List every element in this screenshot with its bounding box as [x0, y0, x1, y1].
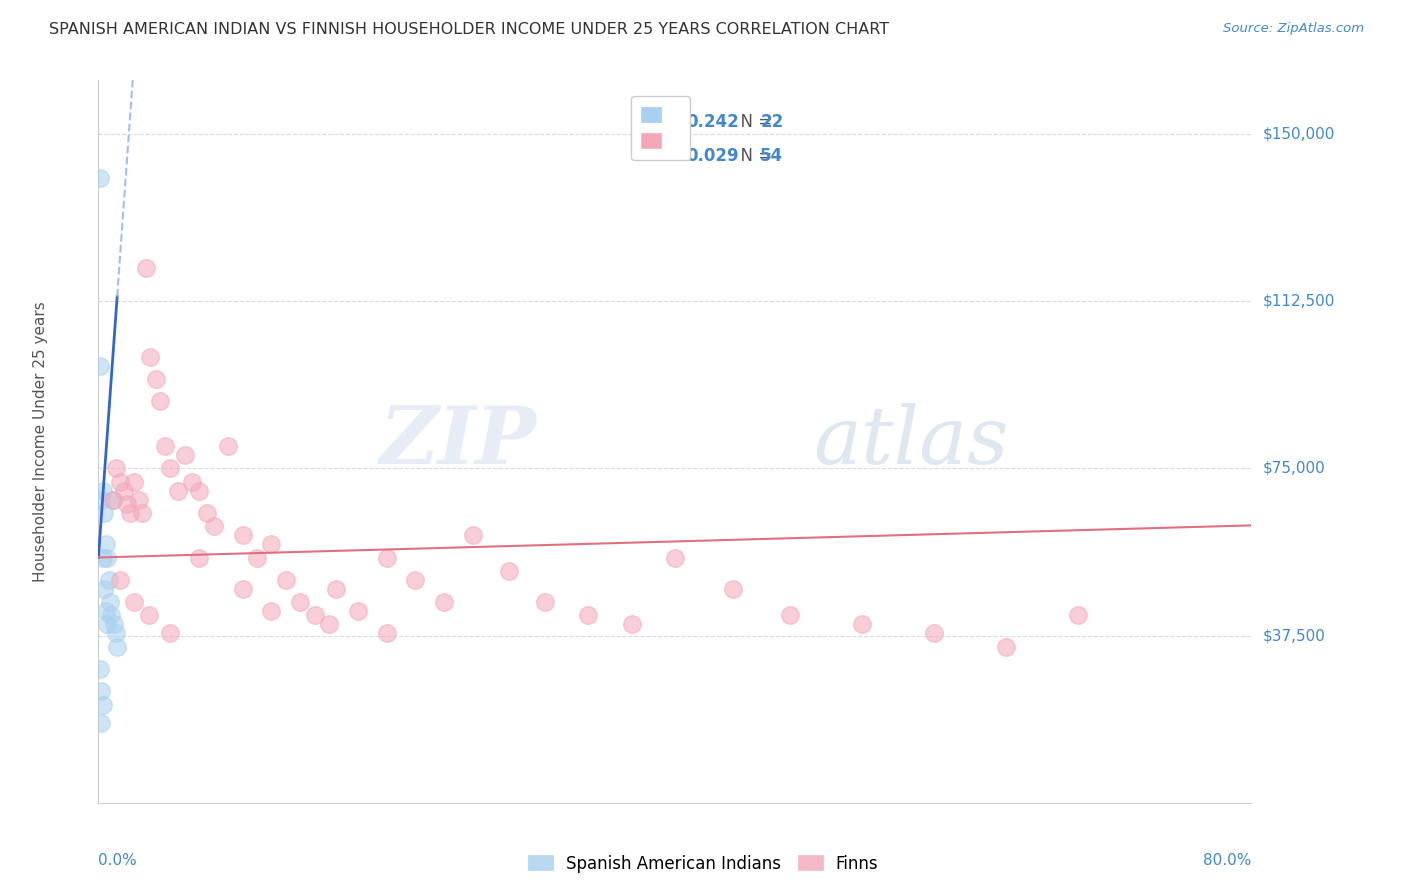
Text: 22: 22: [761, 113, 783, 131]
Point: [217, 439, 239, 453]
Point: [138, 608, 160, 623]
Text: ZIP: ZIP: [380, 403, 537, 480]
Point: [91, 483, 114, 498]
Point: [260, 537, 283, 551]
Point: [274, 573, 297, 587]
Point: [96, 617, 118, 632]
Point: [578, 608, 600, 623]
Text: Source: ZipAtlas.com: Source: ZipAtlas.com: [1223, 22, 1364, 36]
Point: [135, 260, 157, 275]
Legend:  ,  : ,: [631, 95, 690, 161]
Point: [89, 662, 111, 676]
Point: [166, 483, 188, 498]
Point: [534, 595, 557, 609]
Point: [188, 483, 211, 498]
Text: $150,000: $150,000: [1263, 127, 1336, 141]
Point: [117, 497, 139, 511]
Point: [181, 475, 204, 489]
Point: [620, 617, 643, 632]
Point: [375, 626, 398, 640]
Text: 0.029: 0.029: [686, 147, 740, 165]
Point: [139, 350, 162, 364]
Point: [105, 640, 128, 654]
Point: [779, 608, 801, 623]
Text: 80.0%: 80.0%: [1204, 854, 1251, 869]
Text: Householder Income Under 25 years: Householder Income Under 25 years: [34, 301, 48, 582]
Point: [131, 506, 153, 520]
Text: 54: 54: [761, 147, 783, 165]
Point: [124, 595, 146, 609]
Point: [433, 595, 456, 609]
Point: [101, 492, 124, 507]
Point: [104, 626, 127, 640]
Point: [246, 550, 269, 565]
Point: [145, 372, 167, 386]
Text: $37,500: $37,500: [1263, 628, 1326, 643]
Point: [405, 573, 427, 587]
Point: [375, 550, 398, 565]
Text: R =: R =: [661, 113, 697, 131]
Text: $75,000: $75,000: [1263, 461, 1326, 475]
Point: [90, 492, 112, 507]
Point: [304, 608, 326, 623]
Text: 0.0%: 0.0%: [98, 854, 138, 869]
Point: [721, 582, 744, 596]
Text: atlas: atlas: [813, 403, 1008, 480]
Point: [93, 506, 115, 520]
Point: [174, 448, 197, 462]
Point: [159, 461, 181, 475]
Point: [664, 550, 686, 565]
Point: [104, 461, 127, 475]
Point: [120, 506, 142, 520]
Point: [91, 550, 114, 565]
Point: [89, 359, 111, 373]
Point: [498, 564, 520, 578]
Point: [94, 537, 117, 551]
Point: [325, 582, 347, 596]
Point: [128, 492, 150, 507]
Point: [98, 595, 121, 609]
Point: [100, 608, 122, 623]
Point: [461, 528, 484, 542]
Point: [159, 626, 181, 640]
Legend: Spanish American Indians, Finns: Spanish American Indians, Finns: [520, 848, 886, 880]
Point: [101, 492, 124, 507]
Point: [202, 519, 225, 533]
Text: N =: N =: [730, 113, 778, 131]
Point: [1067, 608, 1090, 623]
Point: [90, 684, 112, 698]
Point: [93, 582, 115, 596]
Point: [995, 640, 1018, 654]
Point: [89, 171, 111, 186]
Point: [924, 626, 946, 640]
Text: 0.242: 0.242: [686, 113, 740, 131]
Point: [188, 550, 211, 565]
Point: [108, 475, 131, 489]
Point: [108, 573, 131, 587]
Point: [149, 394, 172, 409]
Point: [124, 475, 146, 489]
Point: [97, 573, 120, 587]
Point: [90, 715, 112, 730]
Text: N =: N =: [730, 147, 778, 165]
Point: [346, 604, 368, 618]
Text: SPANISH AMERICAN INDIAN VS FINNISH HOUSEHOLDER INCOME UNDER 25 YEARS CORRELATION: SPANISH AMERICAN INDIAN VS FINNISH HOUSE…: [49, 22, 890, 37]
Point: [290, 595, 312, 609]
Text: R =: R =: [661, 147, 697, 165]
Point: [231, 528, 254, 542]
Point: [195, 506, 218, 520]
Point: [112, 483, 135, 498]
Point: [231, 582, 254, 596]
Point: [318, 617, 340, 632]
Point: [260, 604, 283, 618]
Point: [851, 617, 873, 632]
Point: [153, 439, 176, 453]
Point: [91, 698, 114, 712]
Point: [94, 604, 117, 618]
Text: $112,500: $112,500: [1263, 293, 1336, 309]
Point: [103, 617, 125, 632]
Point: [96, 550, 118, 565]
